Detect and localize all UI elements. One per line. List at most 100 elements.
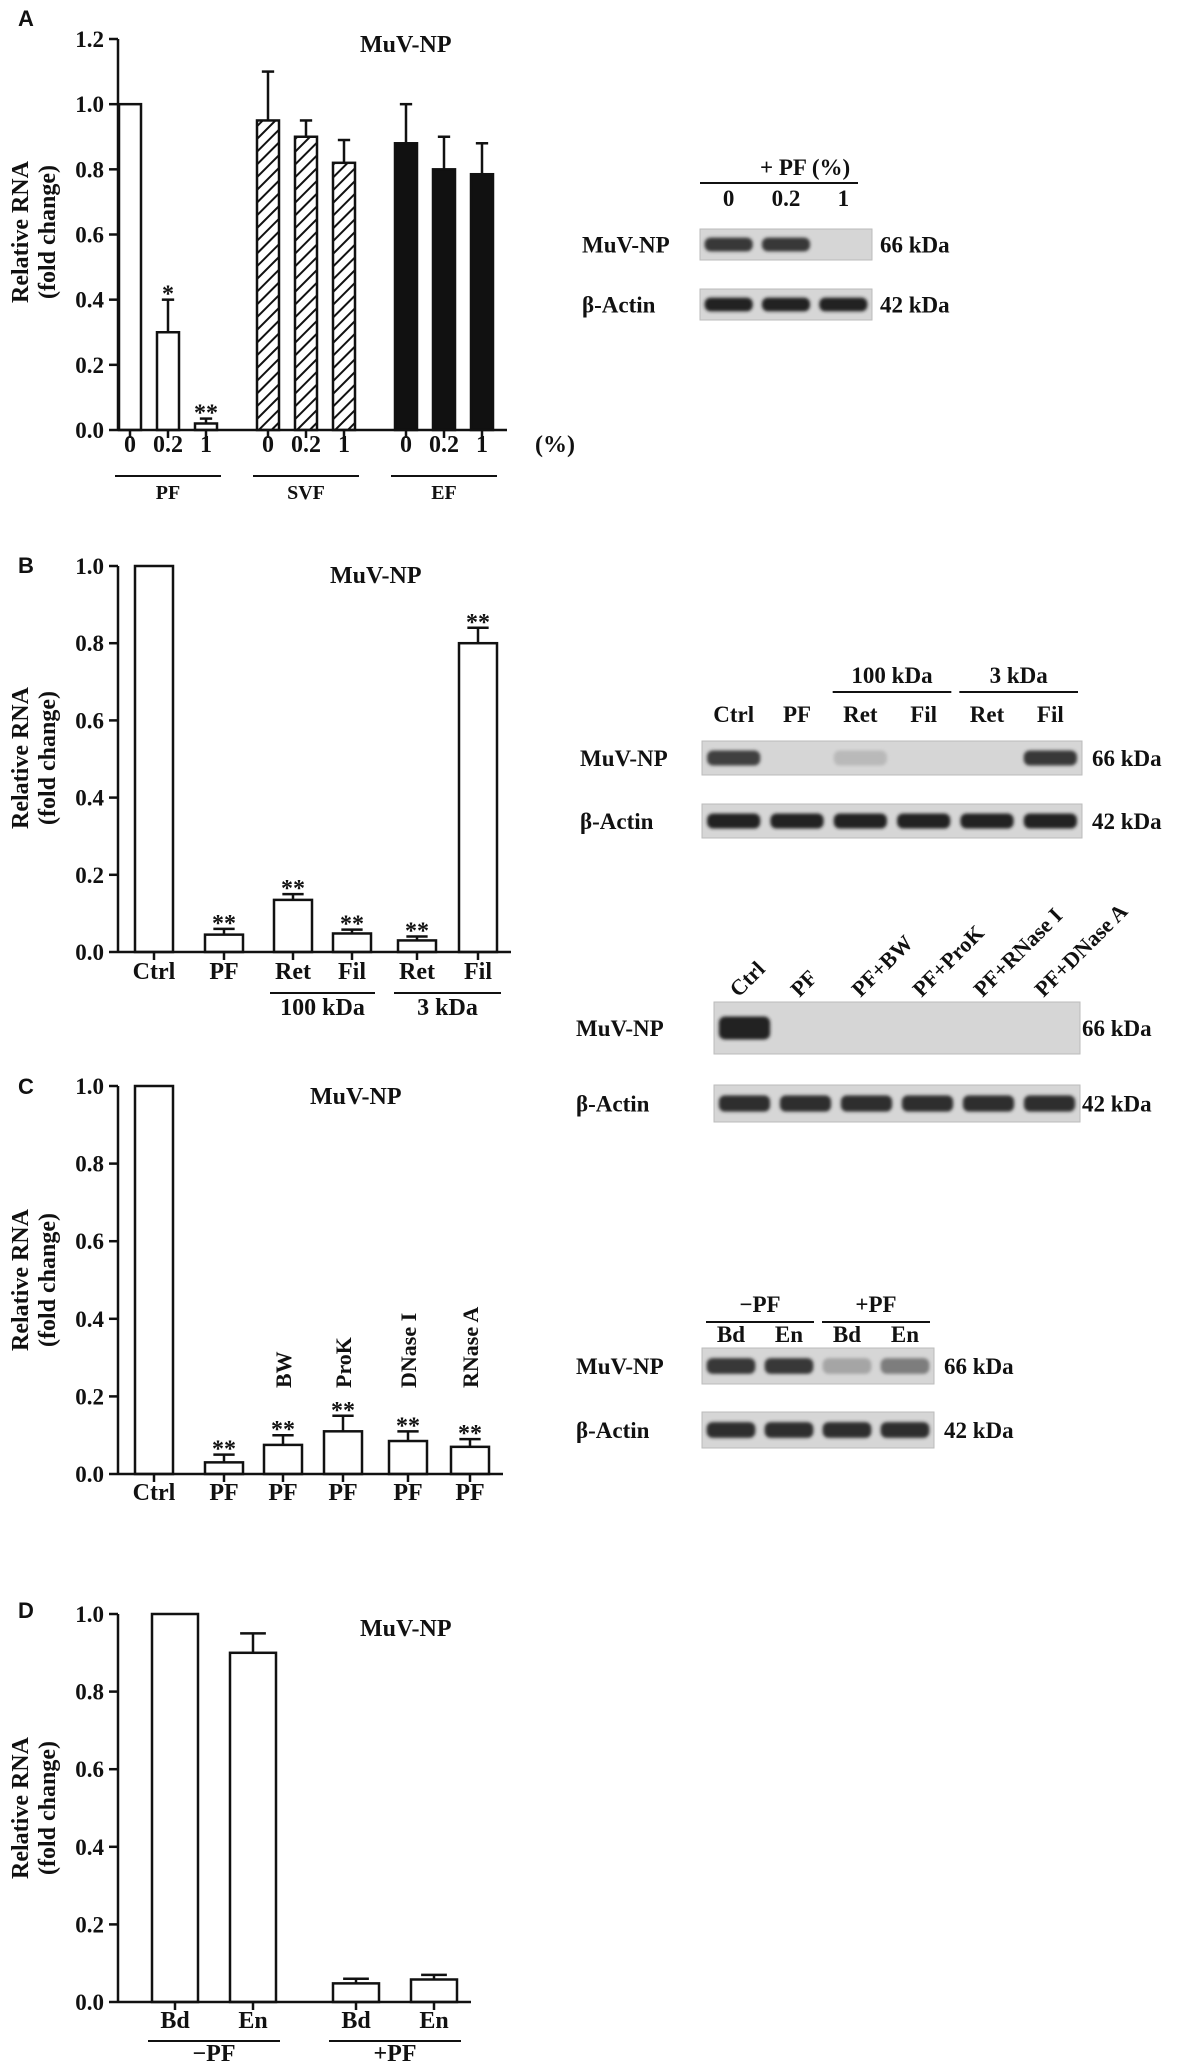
x-tick-label: 0.2 [153,432,183,458]
y-tick-label: 0.8 [75,1680,104,1705]
blot-band [770,813,824,829]
blot-row-label: MuV-NP [576,1354,664,1379]
x-tick-label: 0 [400,432,412,458]
bar [133,1084,175,1476]
significance-marker: ** [331,1398,355,1424]
blot-lane-label: En [775,1322,803,1347]
bar [431,168,457,432]
blot-band [962,1095,1015,1112]
significance-marker: ** [405,919,429,945]
y-tick-label: 0.0 [75,418,104,443]
x-tick-label: En [419,2008,448,2034]
blot-size-label: 66 kDa [1092,746,1162,771]
x-tick-label: Fil [464,959,492,985]
blot-band [706,1422,756,1438]
bar [203,933,245,954]
blot-band [704,237,753,252]
y-tick-label: 0.4 [75,288,104,313]
x-tick-label: 0.2 [429,432,459,458]
blot-row-label: MuV-NP [576,1016,664,1041]
blot-band [718,1095,771,1112]
chart-title: MuV-NP [360,1616,452,1642]
y-tick-label: 0.4 [75,786,104,811]
y-tick-label: 0.6 [75,1757,104,1782]
blot-band [707,813,761,829]
y-tick-label: 0.2 [75,1384,104,1409]
group-label: 100 kDa [280,995,365,1021]
group-label: +PF [374,2041,417,2062]
blot-band [1023,750,1077,766]
blot-strip [713,1084,1081,1123]
significance-marker: ** [212,911,236,937]
group-label: PF [156,482,180,504]
panel-letter: B [18,553,34,578]
panel-letter: D [18,1598,34,1623]
blot-strip [713,1001,1081,1055]
blot-size-label: 66 kDa [1082,1016,1152,1041]
blot-lane-group-label: 100 kDa [851,663,933,688]
x-tick-label: Fil [338,959,366,985]
blot-size-label: 66 kDa [880,233,950,258]
x-tick-label: 0.2 [291,432,321,458]
blot-band [833,813,887,829]
x-tick-label: PF [455,1480,484,1506]
bar [331,161,357,432]
bar [262,1443,304,1476]
x-tick-label: 0 [262,432,274,458]
blot-band [779,1095,832,1112]
x-tick-label: PF [328,1480,357,1506]
y-tick-label: 0.8 [75,157,104,182]
x-tick-label: 1 [200,432,212,458]
blot-band [897,813,951,829]
bar [393,142,419,432]
significance-marker: ** [340,912,364,938]
panel-letter: C [18,1074,34,1099]
significance-marker: ** [458,1421,482,1447]
y-tick-label: 0.0 [75,940,104,965]
group-label: EF [431,482,457,504]
blot-lane-label: Ctrl [724,956,769,1001]
blot-lane-label: Fil [1037,702,1064,727]
blot-size-label: 42 kDa [880,293,950,318]
blot-band [960,813,1014,829]
blot-row-label: β-Actin [582,293,656,318]
chart-title: MuV-NP [360,32,452,58]
blot-lane-label: PF [783,702,811,727]
y-tick-label: 0.6 [75,1229,104,1254]
panel-B: B MuV-NP Relative RNA(fold change) 0.0 0.2 0.… [8,553,1162,1021]
x-tick-label: Ret [399,959,435,985]
y-tick-label: 1.0 [75,1602,104,1627]
bar [293,135,319,432]
blot-band [704,297,753,312]
blot-lane-group-label: +PF [855,1292,896,1317]
western-blot: 100 kDa 3 kDa Ctrl PF Ret Fil Ret Fil MuV-NP 66 k… [580,663,1162,839]
y-tick-label: 0.6 [75,223,104,248]
y-tick-label: 0.2 [75,863,104,888]
blot-row-label: β-Actin [576,1092,650,1117]
western-blot: −PF +PF Bd En Bd En MuV-NP 66 kDa β-Actin 42 kDa [576,1292,1014,1449]
x-tick-label: 0 [124,432,136,458]
y-tick-label: 0.8 [75,631,104,656]
blot-lane-label: Bd [833,1322,861,1347]
blot-size-label: 42 kDa [1092,809,1162,834]
panel-D: D MuV-NP Relative RNA(fold change) 0.0 0.2 0.… [8,1292,1014,2062]
treatment-label: BW [271,1351,296,1388]
blot-lane-label: Ret [970,702,1005,727]
bar [255,119,281,432]
blot-lane-label: PF [785,965,822,1002]
x-tick-label: PF [209,959,238,985]
x-tick-label: En [238,2008,267,2034]
blot-size-label: 42 kDa [944,1418,1014,1443]
treatment-label: DNase I [396,1313,421,1388]
group-label: 3 kDa [417,995,478,1021]
blot-band [707,750,761,766]
blot-lane-label: En [891,1322,919,1347]
x-tick-label: Ctrl [133,1480,176,1506]
blot-band [764,1422,814,1438]
significance-marker: ** [396,1413,420,1439]
blot-band [764,1358,814,1374]
y-tick-label: 0.2 [75,353,104,378]
y-axis-label: Relative RNA(fold change) [8,1208,61,1351]
group-label: SVF [287,482,325,504]
